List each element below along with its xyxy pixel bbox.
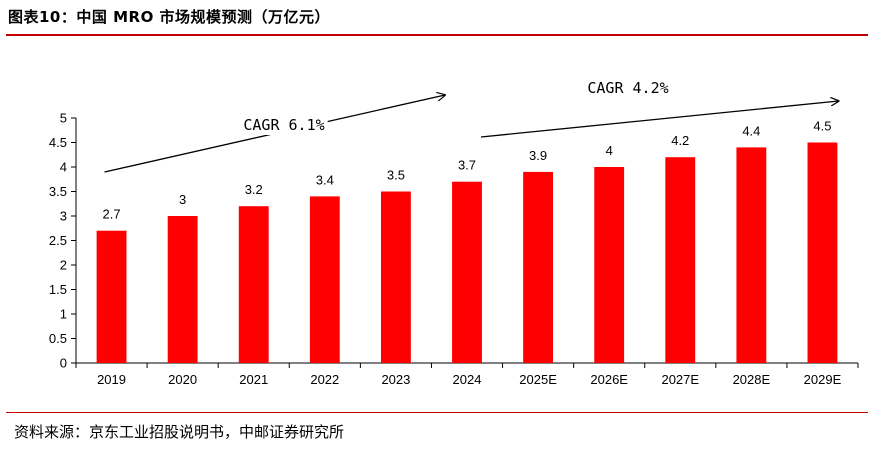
- data-label-2019: 2.7: [103, 207, 121, 222]
- bar-2027E: [665, 157, 696, 363]
- y-tick-label: 0: [60, 356, 67, 371]
- bar-2026E: [594, 167, 625, 363]
- bar-2029E: [807, 142, 838, 363]
- y-tick-label: 3: [60, 209, 67, 224]
- y-tick-label: 1.5: [49, 282, 67, 297]
- cagr-label-2: CAGR 4.2%: [587, 79, 668, 97]
- x-tick-label: 2020: [168, 372, 197, 387]
- data-label-2023: 3.5: [387, 168, 405, 183]
- data-label-2029E: 4.5: [813, 119, 831, 134]
- y-tick-label: 0.5: [49, 331, 67, 346]
- bar-2025E: [523, 171, 554, 363]
- bar-2023: [380, 191, 411, 363]
- figure-title: 图表10：中国 MRO 市场规模预测（万亿元）: [8, 8, 331, 26]
- y-tick-label: 2: [60, 258, 67, 273]
- x-tick-label: 2022: [310, 372, 339, 387]
- x-tick-label: 2026E: [590, 372, 628, 387]
- x-tick-label: 2029E: [804, 372, 842, 387]
- title-divider: [6, 34, 868, 36]
- x-tick-label: 2023: [381, 372, 410, 387]
- x-tick-label: 2028E: [733, 372, 771, 387]
- data-label-2021: 3.2: [245, 182, 263, 197]
- x-tick-label: 2025E: [519, 372, 557, 387]
- x-tick-label: 2021: [239, 372, 268, 387]
- data-label-2028E: 4.4: [742, 123, 760, 138]
- data-label-2020: 3: [179, 192, 186, 207]
- bar-2024: [452, 181, 482, 363]
- cagr-arrow-2: [480, 101, 838, 138]
- data-label-2027E: 4.2: [671, 133, 689, 148]
- y-tick-label: 1: [60, 307, 67, 322]
- data-label-2025E: 3.9: [529, 148, 547, 163]
- y-tick-label: 2.5: [49, 233, 67, 248]
- y-tick-label: 4.5: [49, 135, 67, 150]
- bar-2019: [96, 230, 127, 363]
- source-divider: [6, 412, 868, 413]
- data-label-2024: 3.7: [458, 158, 476, 173]
- bar-2020: [167, 216, 198, 363]
- cagr-label-background: [584, 78, 672, 98]
- data-label-2026E: 4: [606, 143, 613, 158]
- data-label-2022: 3.4: [316, 172, 334, 187]
- y-tick-label: 4: [60, 160, 67, 175]
- cagr-label-background: [240, 115, 328, 135]
- cagr-label-1: CAGR 6.1%: [243, 116, 324, 134]
- source-note: 资料来源：京东工业招股说明书，中邮证券研究所: [14, 423, 345, 441]
- y-tick-label: 3.5: [49, 184, 67, 199]
- x-tick-label: 2027E: [661, 372, 699, 387]
- bar-2021: [238, 206, 269, 363]
- bar-2022: [309, 196, 340, 363]
- bar-2028E: [736, 147, 767, 363]
- x-tick-label: 2019: [97, 372, 126, 387]
- x-tick-label: 2024: [453, 372, 482, 387]
- y-tick-label: 5: [60, 111, 67, 126]
